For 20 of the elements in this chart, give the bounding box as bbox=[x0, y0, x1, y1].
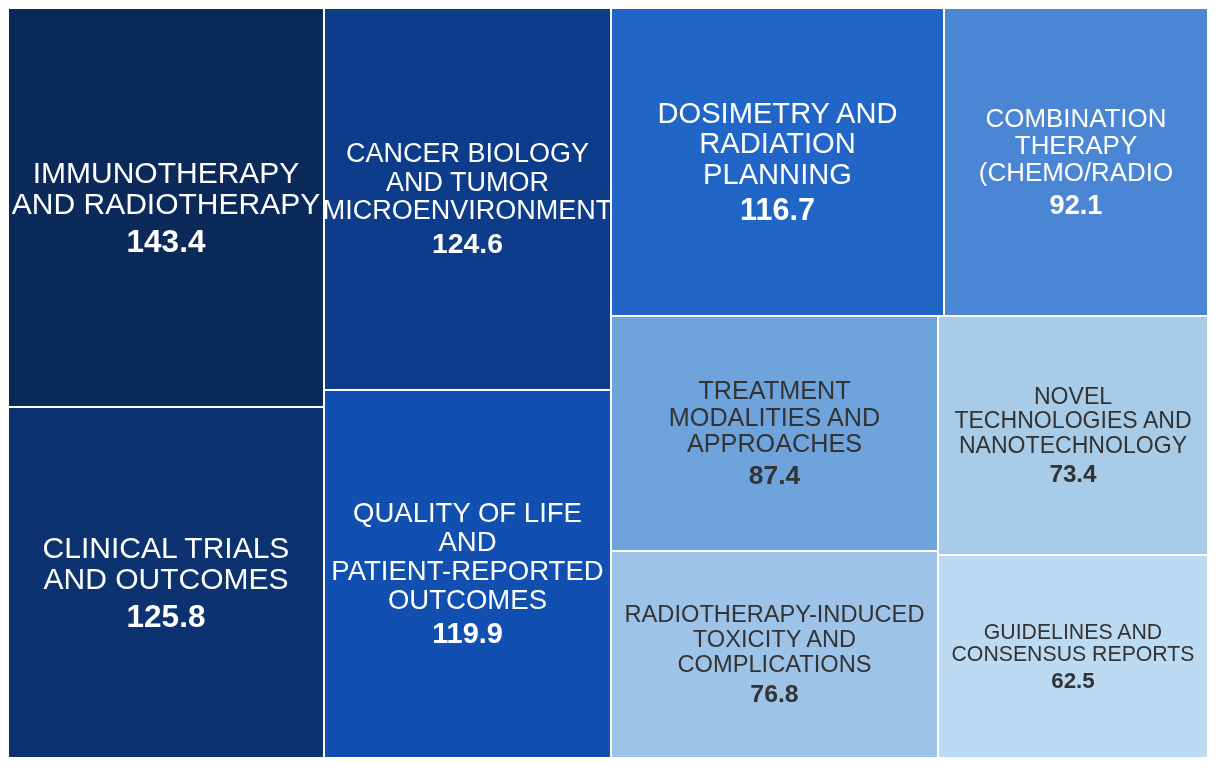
category-label: DOSIMETRY AND RADIATION PLANNING bbox=[657, 96, 898, 190]
category-label: GUIDELINES AND CONSENSUS REPORTS bbox=[951, 619, 1195, 667]
data-label: 92.1 bbox=[1049, 188, 1103, 220]
data-label: 73.4 bbox=[1049, 459, 1098, 487]
category-label: CLINICAL TRIALS AND OUTCOMES bbox=[42, 530, 290, 596]
category-label: COMBINATION THERAPY (CHEMO/RADIO bbox=[978, 103, 1174, 187]
data-label: 124.6 bbox=[432, 226, 503, 259]
category-label: NOVEL TECHNOLOGIES AND NANOTECHNOLOGY bbox=[954, 383, 1192, 458]
data-label: 119.9 bbox=[432, 617, 503, 650]
category-label: IMMUNOTHERAPY AND RADIOTHERAPY bbox=[11, 155, 321, 221]
data-label: 143.4 bbox=[126, 222, 206, 259]
data-label: 125.8 bbox=[126, 597, 206, 634]
data-label: 62.5 bbox=[1051, 667, 1095, 693]
data-label: 76.8 bbox=[750, 679, 799, 707]
category-label: QUALITY OF LIFE AND PATIENT-REPORTED OUTCOMES bbox=[331, 497, 604, 615]
category-label: CANCER BIOLOGY AND TUMOR MICROENVIRONMENT bbox=[322, 138, 613, 226]
category-label: TREATMENT MODALITIES AND APPROACHES bbox=[668, 376, 881, 458]
data-label: 87.4 bbox=[748, 459, 801, 490]
data-label: 116.7 bbox=[740, 192, 815, 227]
category-label: RADIOTHERAPY-INDUCED TOXICITY AND COMPLICATIONS bbox=[624, 601, 925, 678]
